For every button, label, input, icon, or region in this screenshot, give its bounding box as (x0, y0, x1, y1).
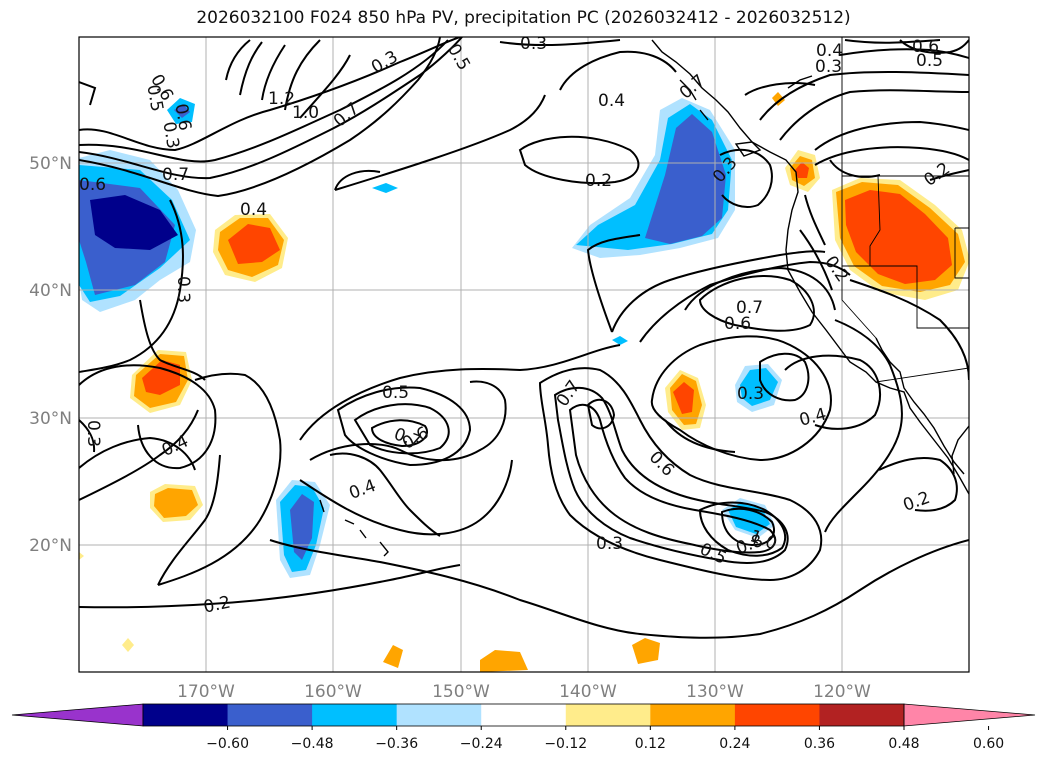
colorbar-tick-label: −0.60 (206, 736, 249, 752)
contour-label: 0.5 (443, 41, 474, 74)
contour-label: 0.2 (585, 171, 612, 191)
colorbar-segment (481, 704, 567, 726)
colorbar-segment (312, 704, 398, 726)
contour-label: 0.6 (79, 175, 106, 195)
contour-label: 0.3 (173, 276, 193, 303)
contour-label: 0.5 (697, 539, 730, 569)
colorbar-tick-label: −0.36 (375, 736, 418, 752)
contour-label: 0.3 (520, 34, 547, 54)
colorbar-segment (734, 704, 820, 726)
longitude-labels: 170°W 160°W 150°W 140°W 130°W 120°W (177, 682, 871, 702)
map-frame (78, 36, 970, 673)
latitude-labels: 50°N 40°N 30°N 20°N (29, 154, 72, 556)
contour-label: 1.2 (268, 89, 295, 109)
contour-label: 0.5 (142, 83, 166, 113)
contour-label: 0.2 (920, 159, 954, 191)
colorbar-segment (227, 704, 313, 726)
contour-label: 0.5 (916, 51, 943, 71)
colorbar-tick-label: 0.12 (635, 736, 666, 752)
contour-label: 0.7 (736, 298, 763, 318)
contour-label: 0.3 (737, 384, 764, 404)
contour-label: 0.4 (346, 476, 378, 504)
colorbar-tick-label: −0.12 (544, 736, 587, 752)
map-title: 2026032100 F024 850 hPa PV, precipitatio… (196, 8, 851, 28)
lat-label: 20°N (29, 536, 72, 556)
colorbar-extend-low (11, 703, 144, 727)
coastlines (319, 37, 969, 557)
contour-label: 0.4 (240, 200, 267, 220)
lon-label: 170°W (177, 682, 235, 702)
contour-label: 0.3 (596, 534, 623, 554)
colorbar-segment (650, 704, 736, 726)
colorbar-tick-label: 0.60 (973, 736, 1004, 752)
pv-contours (79, 37, 969, 639)
colorbar: −0.60 −0.48 −0.36 −0.24 −0.12 0.12 0.24 0.36 0.4… (11, 703, 1036, 752)
colorbar-tick-label: −0.24 (460, 736, 503, 752)
lon-label: 130°W (686, 682, 744, 702)
colorbar-segment (565, 704, 651, 726)
contour-label: 0.5 (382, 383, 409, 403)
colorbar-tick-label: 0.24 (719, 736, 750, 752)
colorbar-segment (396, 704, 482, 726)
contour-label: 0.6 (645, 447, 678, 480)
colorbar-tick-label: −0.48 (291, 736, 334, 752)
colorbar-tick-label: 0.36 (804, 736, 835, 752)
contour-label: 0.3 (83, 420, 103, 447)
lat-label: 40°N (29, 281, 72, 301)
contour-label: 0.2 (202, 592, 233, 617)
graticule (79, 37, 969, 672)
contour-label: 0.3 (158, 120, 182, 150)
lon-label: 140°W (559, 682, 617, 702)
precipitation-shading (79, 92, 969, 672)
lon-label: 160°W (304, 682, 362, 702)
colorbar-tick-label: 0.48 (888, 736, 919, 752)
lon-label: 150°W (432, 682, 490, 702)
colorbar-extend-high (903, 703, 1036, 727)
contour-label: 0.7 (676, 71, 710, 104)
contour-label: 0.6 (170, 102, 194, 132)
contour-label: 0.4 (816, 41, 843, 61)
colorbar-segment (143, 704, 229, 726)
lat-label: 50°N (29, 154, 72, 174)
lat-label: 30°N (29, 409, 72, 429)
colorbar-segment (819, 704, 905, 726)
contour-label: 0.6 (724, 314, 751, 334)
contour-label: 0.3 (815, 57, 842, 77)
contour-label: 0.4 (598, 91, 625, 111)
colorbar-frame (142, 703, 905, 727)
contour-label: 1.0 (292, 103, 319, 123)
contour-label: 0.7 (162, 165, 189, 185)
contour-label: 0.6 (912, 37, 939, 57)
lon-label: 120°W (813, 682, 871, 702)
